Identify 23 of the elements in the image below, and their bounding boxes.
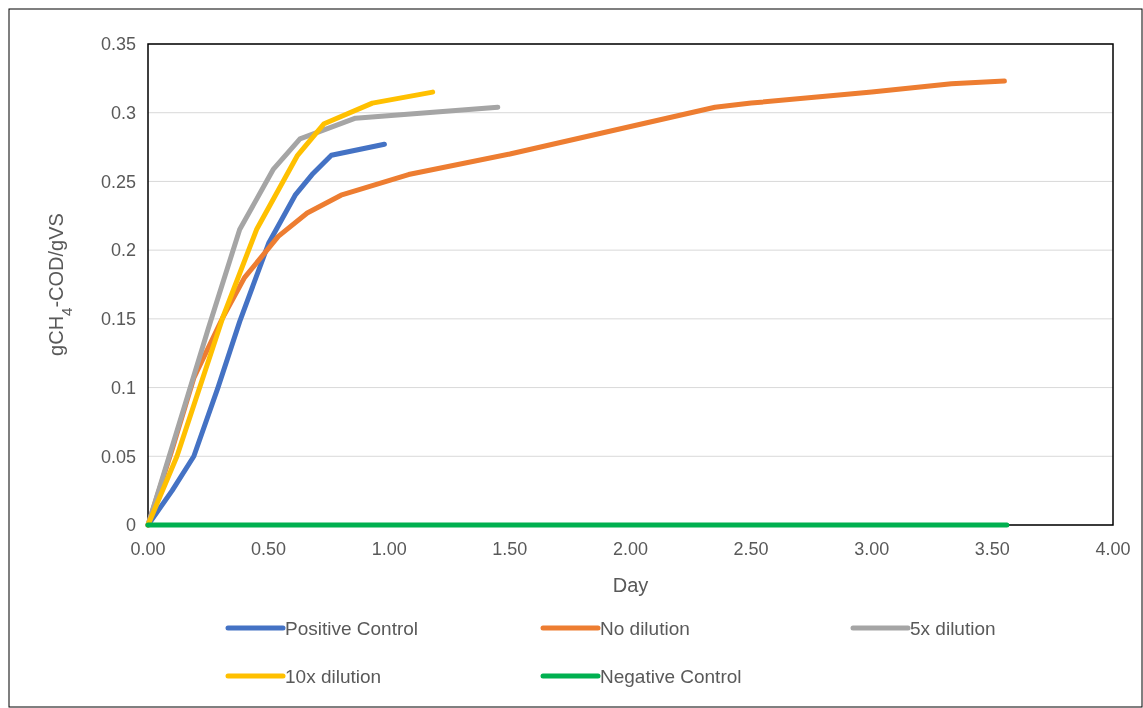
y-tick-label: 0.05 — [100, 446, 136, 467]
legend-label: Negative Control — [600, 665, 742, 687]
legend-label: No dilution — [600, 617, 690, 639]
x-axis-title: Day — [612, 574, 649, 596]
y-tick-label: 0.3 — [110, 103, 136, 124]
x-tick-label: 1.50 — [492, 539, 528, 559]
legend-label: 5x dilution — [910, 617, 996, 639]
x-tick-label: 2.00 — [612, 539, 649, 559]
y-tick-label: 0.15 — [100, 309, 136, 330]
x-tick-label: 3.50 — [974, 539, 1010, 559]
y-tick-label: 0.1 — [110, 377, 136, 398]
x-tick-label: 4.00 — [1095, 539, 1131, 559]
x-tick-label: 0.00 — [130, 539, 166, 559]
y-tick-label: 0.2 — [110, 240, 136, 261]
x-tick-label: 1.00 — [371, 539, 407, 559]
legend-label: 10x dilution — [285, 665, 382, 687]
y-tick-label: 0.35 — [100, 34, 136, 55]
x-tick-label: 0.50 — [251, 539, 287, 559]
y-tick-label: 0 — [125, 515, 136, 536]
x-tick-label: 3.00 — [854, 539, 890, 559]
y-tick-label: 0.25 — [100, 171, 136, 192]
legend-label: Positive Control — [285, 617, 419, 639]
x-tick-label: 2.50 — [733, 539, 769, 559]
